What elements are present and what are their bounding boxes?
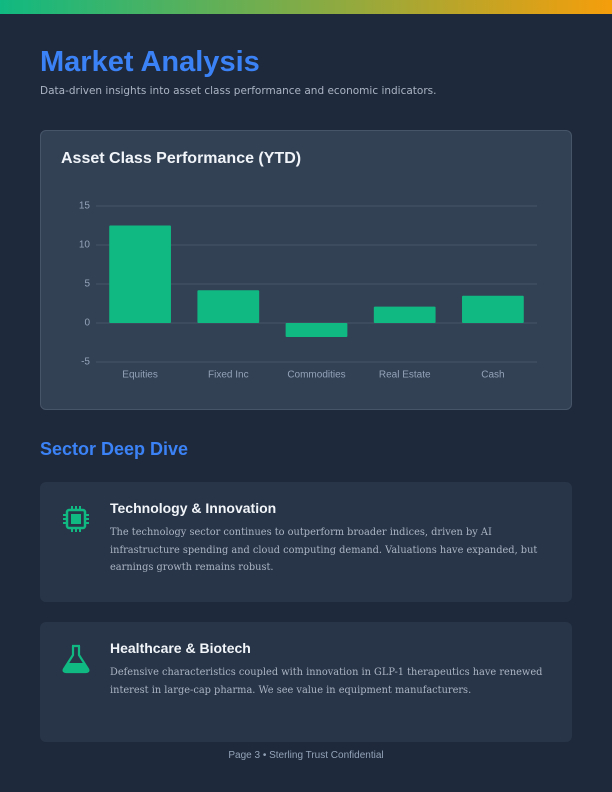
card-body: The technology sector continues to outpe… [110, 527, 538, 573]
x-tick-label: Real Estate [379, 370, 431, 381]
bar [285, 323, 348, 338]
bar [109, 225, 171, 323]
y-tick-label: 5 [84, 279, 90, 290]
page-subtitle: Data-driven insights into asset class pe… [40, 85, 437, 97]
sector-card: Healthcare & Biotech Defensive character… [40, 622, 572, 742]
card-title: Healthcare & Biotech [110, 640, 251, 656]
chart-card: Asset Class Performance (YTD) -5 0 5 10 15 Eq… [40, 130, 572, 410]
x-tick-label: Equities [122, 370, 158, 381]
bar [462, 295, 524, 323]
page-title: Market Analysis [40, 46, 260, 78]
card-title: Technology & Innovation [110, 500, 277, 516]
x-tick-label: Commodities [287, 370, 345, 381]
chip-icon [63, 506, 89, 532]
y-tick-label: 0 [84, 318, 90, 329]
x-tick-label: Fixed Inc [208, 370, 249, 381]
chart-title: Asset Class Performance (YTD) [61, 150, 301, 167]
accent-bar [0, 0, 612, 14]
card-body: Defensive characteristics coupled with i… [110, 667, 543, 696]
y-tick-label: 10 [79, 240, 91, 251]
y-tick-label: 15 [79, 201, 91, 212]
footer: Page 3 • Sterling Trust Confidential [228, 750, 384, 761]
x-tick-label: Cash [481, 370, 504, 381]
flask-icon [62, 644, 90, 674]
bar [373, 306, 436, 323]
section-title: Sector Deep Dive [40, 439, 189, 459]
y-tick-label: -5 [81, 357, 90, 368]
sector-card: Technology & Innovation The technology s… [40, 482, 572, 602]
bar [197, 290, 260, 323]
chart: Asset Class Performance (YTD) -5 0 5 10 15 Eq… [61, 150, 537, 381]
